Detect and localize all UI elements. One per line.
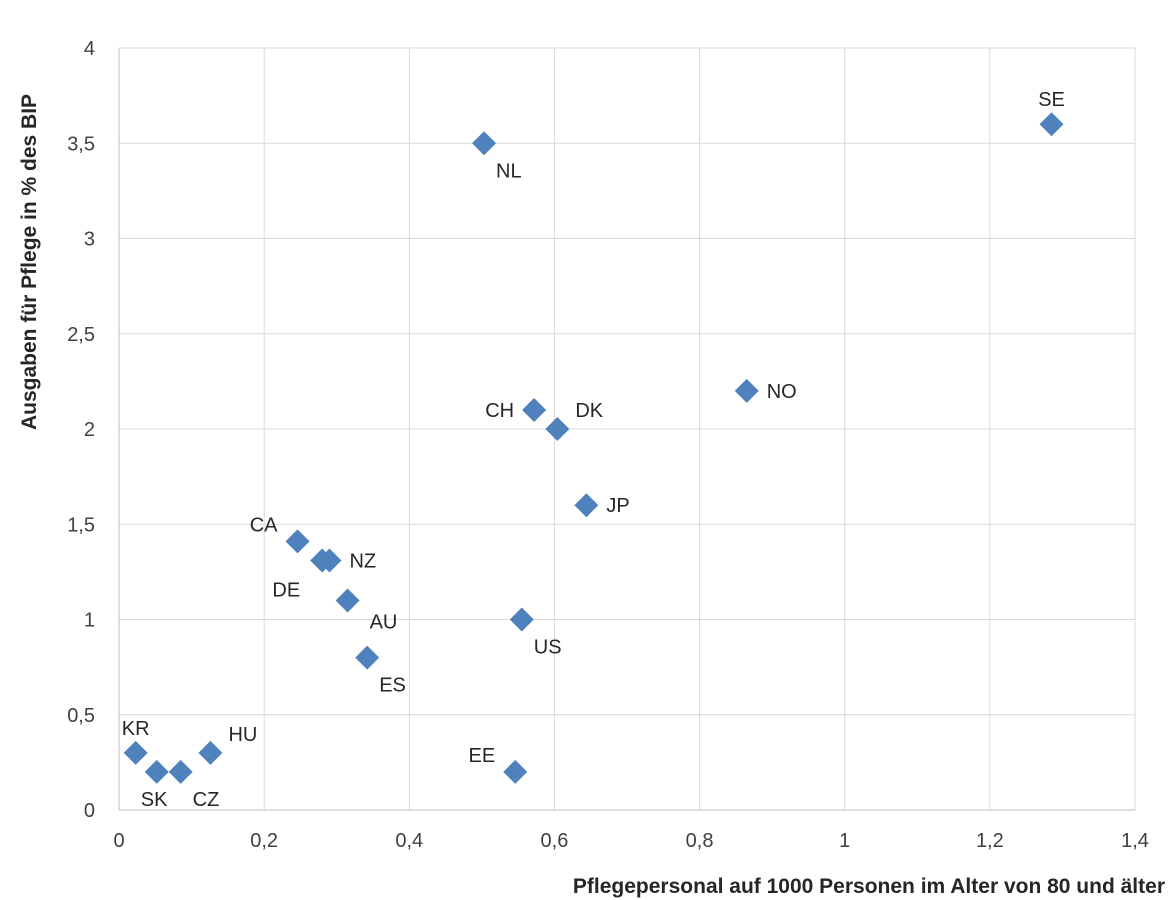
y-tick-labels: 0 0,5 1 1,5 2 2,5 3 3,5 4 [67, 38, 95, 822]
x-tick-label: 1 [839, 830, 850, 852]
point-label-no: NO [767, 381, 797, 403]
point-label-kr: KR [122, 718, 150, 740]
y-tick-label: 3,5 [67, 133, 95, 155]
point-label-ch: CH [485, 400, 514, 422]
y-tick-label: 0,5 [67, 705, 95, 727]
point-label-nz: NZ [349, 550, 376, 572]
data-point-sk [144, 759, 169, 784]
x-tick-label: 1,2 [976, 830, 1004, 852]
data-point-nl [472, 131, 497, 156]
gridlines [118, 47, 1136, 811]
data-point-ch [522, 397, 547, 422]
point-label-au: AU [370, 611, 398, 633]
x-axis-title: Pflegepersonal auf 1000 Personen im Alte… [573, 875, 1165, 898]
y-tick-label: 4 [84, 38, 95, 60]
point-label-cz: CZ [193, 789, 220, 811]
y-axis-title: Ausgaben für Pflege in % des BIP [18, 94, 41, 430]
y-tick-label: 2 [84, 419, 95, 441]
data-point-ee [503, 759, 528, 784]
point-label-nl: NL [496, 160, 522, 182]
data-point-cz [168, 759, 193, 784]
point-label-hu: HU [228, 724, 257, 746]
point-label-sk: SK [141, 789, 168, 811]
data-point-hu [198, 740, 223, 765]
x-tick-label: 0,6 [541, 830, 569, 852]
y-tick-label: 1 [84, 610, 95, 632]
data-point-jp [574, 493, 599, 518]
point-label-ca: CA [250, 514, 278, 536]
data-point-au [335, 588, 360, 613]
y-tick-label: 2,5 [67, 324, 95, 346]
data-point-se [1039, 112, 1064, 137]
y-tick-label: 1,5 [67, 514, 95, 536]
point-label-ee: EE [469, 745, 496, 767]
point-label-us: US [534, 637, 562, 659]
x-tick-label: 0,2 [250, 830, 278, 852]
data-point-ca [285, 529, 310, 554]
point-label-dk: DK [575, 400, 603, 422]
data-point-kr [123, 740, 148, 765]
data-point-es [355, 645, 380, 670]
point-label-es: ES [379, 675, 406, 697]
data-point-dk [545, 417, 570, 441]
x-tick-label: 0 [113, 830, 124, 852]
x-tick-label: 0,8 [686, 830, 714, 852]
x-tick-labels: 0 0,2 0,4 0,6 0,8 1 1,2 1,4 [113, 830, 1148, 852]
y-tick-label: 0 [84, 800, 95, 822]
data-point-nz [317, 548, 342, 573]
point-labels: SE NL NO CH DK JP CA DE NZ AU US ES KR HU SK CZ EE [122, 89, 1065, 811]
data-point-no [734, 378, 759, 403]
point-label-jp: JP [606, 495, 629, 517]
data-point-us [509, 607, 534, 632]
point-label-se: SE [1038, 89, 1065, 111]
x-tick-label: 1,4 [1121, 830, 1149, 852]
point-label-de: DE [272, 579, 300, 601]
x-tick-label: 0,4 [395, 830, 423, 852]
data-points [123, 112, 1064, 784]
y-tick-label: 3 [84, 229, 95, 251]
